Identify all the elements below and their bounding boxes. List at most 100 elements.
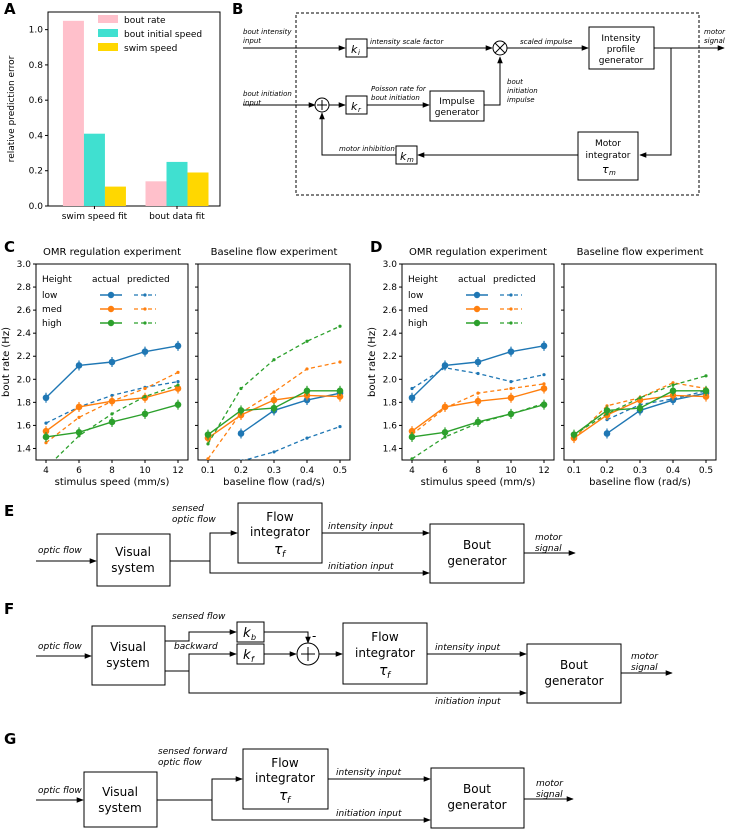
ytick-label: 2.2 [17, 352, 31, 362]
f-bout-line2: generator [544, 674, 603, 688]
bout-initiation-impulse-label-2: initiation [507, 87, 538, 95]
a-ytick-label: 0.8 [29, 61, 44, 71]
xtick-label: 0.2 [600, 466, 614, 476]
predicted-point [305, 436, 309, 440]
actual-point [75, 429, 83, 436]
legend-actual-marker [107, 305, 115, 313]
xtick-label: 0.3 [267, 466, 281, 476]
g-optic-flow-label: optic flow [38, 786, 82, 796]
f-visual-line1: Visual [110, 640, 146, 654]
ytick-label: 3.0 [383, 260, 398, 270]
f-minus-label: - [312, 629, 316, 643]
actual-point [174, 401, 182, 408]
ytick-label: 2.6 [383, 306, 398, 316]
xtick-label: 10 [505, 466, 517, 476]
chart-title: OMR regulation experiment [409, 247, 547, 258]
f-initiation-input-label: initiation input [435, 697, 501, 707]
predicted-line [45, 371, 179, 444]
actual-point [141, 348, 149, 355]
predicted-point [509, 386, 513, 391]
legend-label: low [408, 291, 423, 301]
ipg-line1: Intensity [601, 34, 641, 44]
chart-ylabel: bout rate (Hz) [1, 327, 12, 397]
xtick-label: 4 [43, 466, 49, 476]
e-optic-flow-label: optic flow [38, 546, 82, 556]
f-flow-line1: Flow [371, 630, 399, 644]
g-flow-line1: Flow [271, 756, 299, 770]
actual-point [408, 394, 416, 402]
xtick-label: 6 [442, 466, 448, 476]
f-motor-signal-label: motor [631, 652, 659, 662]
xtick-label: 0.1 [201, 466, 215, 476]
f-forward-label: forward [172, 0, 207, 3]
g-motor-signal-label: motor [536, 779, 564, 789]
kf-sub: f [251, 655, 255, 664]
ytick-label: 2.0 [383, 375, 398, 385]
e-visual-line1: Visual [115, 545, 151, 559]
xtick-label: 0.2 [234, 466, 248, 476]
legend-predicted-marker [143, 321, 147, 325]
kr-label: k [351, 100, 358, 113]
diagram-b-frame [295, 12, 700, 196]
tau-m-sub: m [609, 169, 616, 177]
kb-label: k [243, 626, 251, 641]
predicted-point [410, 457, 414, 460]
legend-predicted-marker [509, 293, 513, 297]
ki-label: k [351, 43, 358, 56]
kb-sub: b [251, 633, 256, 642]
f-bout-line1: Bout [560, 658, 588, 672]
f-bout-generator-box [526, 643, 622, 704]
predicted-point [410, 386, 414, 391]
diagram-e: optic flow Visual system sensed optic fl… [36, 502, 576, 587]
predicted-point [143, 386, 147, 391]
a-legend-swatch [98, 15, 118, 23]
impulse-generator-box [429, 90, 485, 122]
predicted-point [338, 360, 342, 364]
xtick-label: 0.5 [333, 466, 347, 476]
line-charts-cd: OMR regulation experiment stimulus speed … [1, 247, 717, 488]
actual-point [441, 429, 449, 436]
e-intensity-input-label: intensity input [328, 522, 394, 532]
ytick-label: 1.6 [383, 421, 398, 431]
a-ytick-label: 0.0 [29, 202, 44, 212]
predicted-point [206, 457, 210, 460]
f-flow-line2: integrator [355, 646, 415, 660]
actual-point [507, 394, 515, 402]
motor-signal-label-b: motor [704, 28, 726, 36]
panel-letter-g: G [4, 730, 16, 748]
e-tau-f-sub: f [282, 550, 287, 560]
predicted-point [239, 386, 243, 391]
actual-point [237, 407, 245, 414]
motor-int-line2: integrator [586, 151, 631, 161]
legend-label: low [42, 291, 57, 301]
actual-point [507, 410, 515, 418]
legend-actual-marker [473, 305, 481, 313]
f-sensed-flow-label: sensed flow [172, 612, 226, 622]
a-ytick-label: 0.6 [29, 96, 44, 106]
predicted-point [305, 339, 309, 343]
predicted-point [272, 450, 276, 454]
predicted-line [411, 383, 545, 436]
e-flow-line1: Flow [266, 510, 294, 524]
xtick-label: 0.5 [699, 466, 713, 476]
motor-integrator-box [577, 131, 639, 181]
a-ytick-label: 1.0 [29, 26, 44, 36]
actual-point [636, 404, 644, 412]
ytick-label: 2.6 [17, 306, 32, 316]
panel-letter-b: B [232, 0, 243, 18]
a-legend-label: bout rate [124, 16, 166, 26]
legend-predicted-marker [509, 307, 513, 311]
xtick-label: 0.4 [666, 466, 681, 476]
predicted-point [143, 394, 147, 399]
actual-point [441, 403, 449, 411]
predicted-point [305, 367, 309, 371]
ytick-label: 2.4 [383, 329, 398, 339]
e-motor-signal-label-2: signal [535, 544, 562, 554]
predicted-point [239, 459, 243, 460]
xtick-label: 12 [172, 466, 183, 476]
plot-frame [563, 263, 717, 461]
xtick-label: 8 [109, 466, 115, 476]
predicted-point [704, 374, 708, 378]
a-bar [187, 172, 209, 206]
